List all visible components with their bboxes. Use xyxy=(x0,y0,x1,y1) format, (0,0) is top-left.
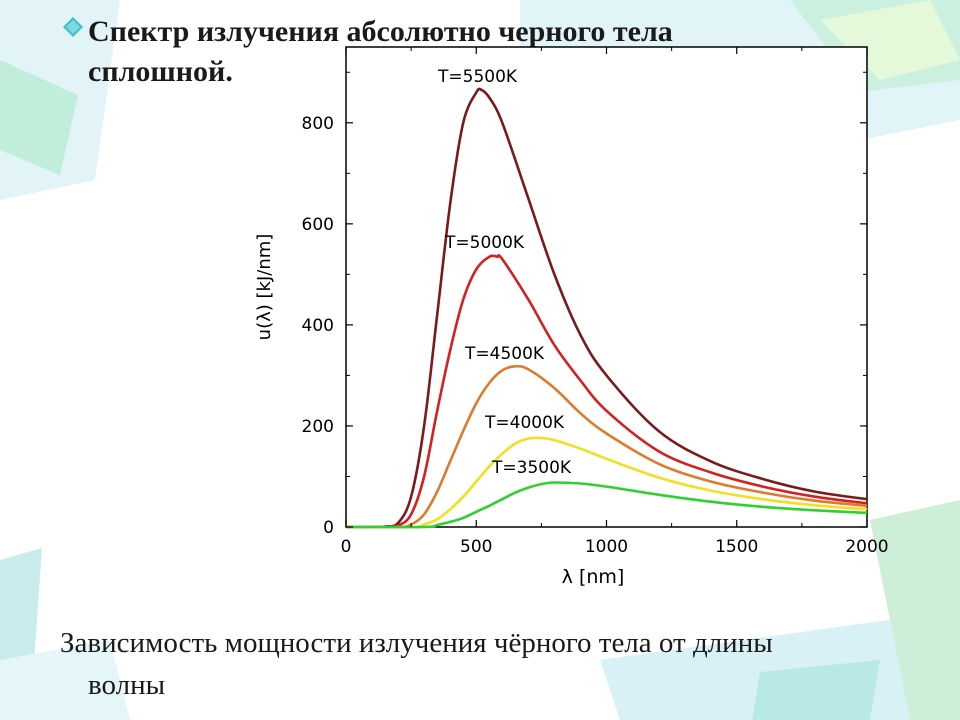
x-axis-label: λ [nm] xyxy=(562,566,625,588)
x-tick-label: 2000 xyxy=(845,537,888,557)
y-tick-label: 400 xyxy=(302,316,334,336)
slide-title: Спектр излучения абсолютно черного тела … xyxy=(88,12,673,92)
curve-annotation-label: T=4500K xyxy=(464,344,545,364)
plot-area xyxy=(345,46,868,528)
title-line-2: сплошной. xyxy=(88,55,233,88)
y-tick-label: 200 xyxy=(302,417,334,437)
series-line xyxy=(345,87,868,529)
series-line xyxy=(345,254,868,529)
caption-line-2: волны xyxy=(88,669,166,701)
title-line-1: Спектр излучения абсолютно черного тела xyxy=(88,15,673,48)
y-axis-label: u(λ) [kJ/nm] xyxy=(254,234,275,341)
y-tick-label: 0 xyxy=(323,518,334,538)
caption-line-1: Зависимость мощности излучения чёрного т… xyxy=(60,627,773,659)
curve-annotation-label: T=5500K xyxy=(437,67,518,87)
x-tick-label: 1000 xyxy=(585,537,628,557)
y-tick-label: 800 xyxy=(302,114,334,134)
y-tick-label: 600 xyxy=(302,215,334,235)
curve-annotation-label: T=5000K xyxy=(444,233,525,253)
curve-annotation-label: T=4000K xyxy=(484,413,565,433)
slide-caption: Зависимость мощности излучения чёрного т… xyxy=(60,622,920,706)
axis-ticks: 0 500 1000 1500 2000 0 200 400 600 800 xyxy=(302,47,889,557)
series-line xyxy=(345,436,868,529)
x-tick-label: 0 xyxy=(341,537,352,557)
x-tick-label: 1500 xyxy=(715,537,758,557)
series-line xyxy=(345,481,868,529)
series-curves xyxy=(345,87,868,529)
curve-annotation-label: T=3500K xyxy=(491,458,572,478)
series-line xyxy=(345,364,868,529)
x-tick-label: 500 xyxy=(460,537,492,557)
diamond-bullet-icon xyxy=(63,17,83,37)
curve-annotations: T=5500K T=5000K T=4500K T=4000K T=3500K xyxy=(437,67,572,478)
